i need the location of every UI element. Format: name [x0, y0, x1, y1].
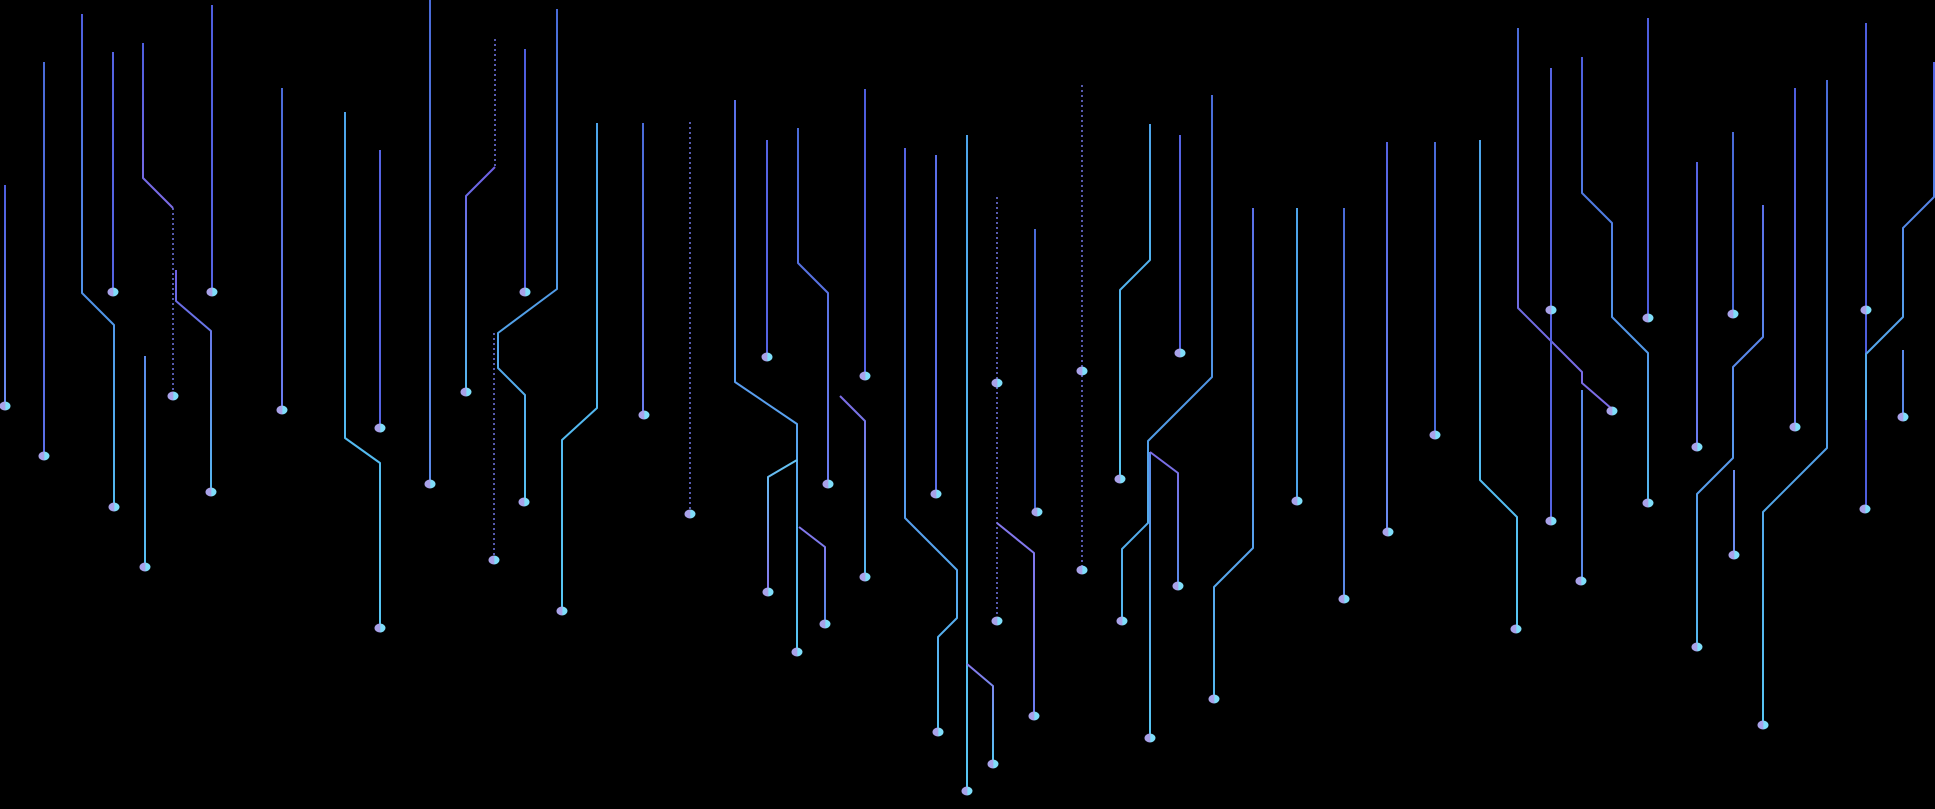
pulse-dot	[519, 287, 531, 297]
pulse-dot	[638, 410, 650, 420]
pulse-dot	[987, 759, 999, 769]
pulse-dot	[1575, 576, 1587, 586]
pulse-dot	[1691, 642, 1703, 652]
circuit-trace	[1121, 95, 1213, 619]
circuit-trace	[1762, 80, 1828, 723]
pulse-dot	[1144, 733, 1156, 743]
pulse-dot	[374, 423, 386, 433]
circuit-trace	[1581, 57, 1649, 501]
pulse-dot	[0, 401, 11, 411]
pulse-dot	[684, 509, 696, 519]
pulse-dot	[167, 391, 179, 401]
circuit-trace	[561, 123, 598, 609]
pulse-dot	[762, 587, 774, 597]
pulse-dot	[139, 562, 151, 572]
pulse-dot	[791, 647, 803, 657]
pulse-dot	[374, 623, 386, 633]
pulse-dot	[1429, 430, 1441, 440]
pulse-dot-layer	[0, 287, 1909, 796]
circuit-trace	[1479, 140, 1518, 627]
pulse-dot	[859, 371, 871, 381]
pulse-dot	[1076, 366, 1088, 376]
pulse-dot	[107, 287, 119, 297]
circuit-trace	[1119, 124, 1151, 477]
pulse-dot	[38, 451, 50, 461]
pulse-dot	[1076, 565, 1088, 575]
circuit-trace	[839, 395, 866, 575]
circuit-trace	[798, 526, 826, 622]
pulse-dot	[930, 489, 942, 499]
pulse-dot	[932, 727, 944, 737]
circuit-trace	[344, 112, 381, 626]
circuit-trace	[797, 128, 829, 482]
circuit-trace	[175, 270, 212, 490]
pulse-dot	[206, 287, 218, 297]
pulse-dot	[1728, 550, 1740, 560]
pulse-dot	[1691, 442, 1703, 452]
circuit-trace	[767, 459, 798, 590]
circuit-trace	[734, 100, 798, 650]
pulse-dot	[1338, 594, 1350, 604]
pulse-dot	[205, 487, 217, 497]
pulse-dot	[1116, 616, 1128, 626]
pulse-dot	[108, 502, 120, 512]
pulse-dot	[488, 555, 500, 565]
circuit-trace	[142, 43, 174, 209]
pulse-dot	[859, 572, 871, 582]
pulse-dot	[1860, 305, 1872, 315]
pulse-dot	[1291, 496, 1303, 506]
pulse-dot	[1028, 711, 1040, 721]
pulse-dot	[1757, 720, 1769, 730]
circuit-trace	[1213, 208, 1254, 697]
circuit-trace	[966, 663, 994, 762]
trace-layer	[4, 0, 1935, 789]
circuit-trace	[81, 14, 115, 505]
pulse-dot	[1727, 309, 1739, 319]
circuit-trace	[497, 9, 558, 500]
pulse-dot	[1172, 581, 1184, 591]
pulse-dot	[822, 479, 834, 489]
pulse-dot	[991, 616, 1003, 626]
pulse-dot	[1545, 516, 1557, 526]
pulse-dot	[424, 479, 436, 489]
pulse-dot	[518, 497, 530, 507]
pulse-dot	[556, 606, 568, 616]
circuit-trace	[1517, 28, 1613, 410]
pulse-dot	[1382, 527, 1394, 537]
circuit-trace	[1865, 62, 1935, 420]
pulse-dot	[276, 405, 288, 415]
pulse-dot	[460, 387, 472, 397]
pulse-dot	[1031, 507, 1043, 517]
pulse-dot	[1174, 348, 1186, 358]
circuit-trace	[996, 522, 1035, 714]
pulse-dot	[1897, 412, 1909, 422]
pulse-dot	[761, 352, 773, 362]
pulse-dot	[991, 378, 1003, 388]
pulse-dot	[1642, 313, 1654, 323]
pulse-dot	[1606, 406, 1618, 416]
pulse-dot	[961, 786, 973, 796]
circuit-trace	[1696, 205, 1764, 645]
pulse-dot	[1114, 474, 1126, 484]
circuit-trace	[1149, 451, 1179, 584]
pulse-dot	[1859, 504, 1871, 514]
circuit-trace	[904, 148, 958, 730]
pulse-dot	[819, 619, 831, 629]
pulse-dot	[1510, 624, 1522, 634]
pulse-dot	[1208, 694, 1220, 704]
pulse-dot	[1545, 305, 1557, 315]
pulse-dot	[1789, 422, 1801, 432]
circuit-trace	[465, 166, 496, 390]
pulse-dot	[1642, 498, 1654, 508]
